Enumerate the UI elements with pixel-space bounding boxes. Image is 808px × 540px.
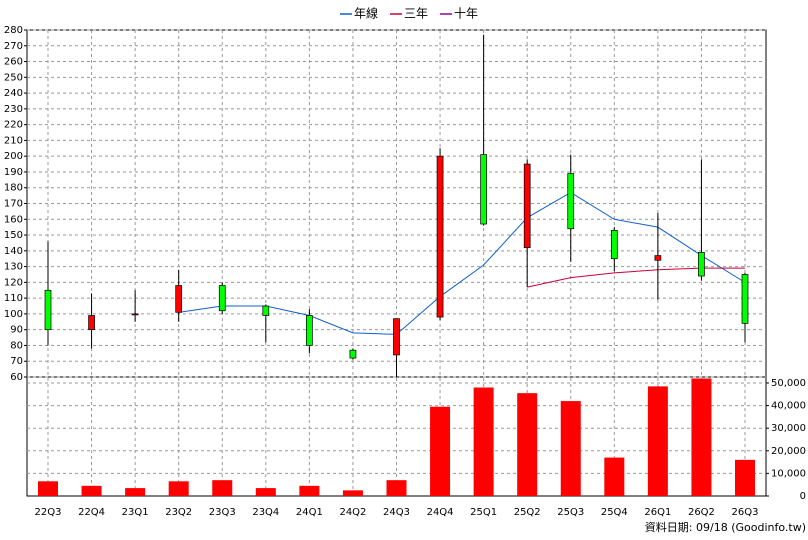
- footer: 資料日期: 09/18 (Goodinfo.tw): [645, 520, 806, 534]
- y-tick-label: 100: [4, 309, 23, 320]
- legend-label: 年線: [354, 6, 378, 21]
- volume-bar: [168, 481, 189, 496]
- legend-label: 十年: [454, 7, 478, 21]
- candle-body: [741, 274, 749, 324]
- line-series: [178, 191, 746, 335]
- y-tick-label: 180: [4, 183, 23, 194]
- x-tick-label: 25Q3: [557, 507, 584, 518]
- volume-bar: [81, 485, 102, 496]
- y-tick-label: 60: [10, 372, 23, 383]
- y2-tick-label: 50,000: [771, 378, 806, 389]
- candle-body: [567, 173, 575, 230]
- volume-bar: [647, 386, 668, 496]
- x-tick-label: 26Q3: [732, 507, 759, 518]
- y-tick-label: 270: [4, 41, 23, 52]
- y-tick-label: 170: [4, 199, 23, 210]
- y-tick-label: 240: [4, 88, 23, 99]
- candle-body: [262, 305, 270, 316]
- candle-body: [306, 315, 313, 346]
- y2-tick-label: 10,000: [771, 468, 806, 479]
- y-tick-label: 130: [4, 262, 23, 273]
- x-tick-label: 22Q4: [78, 507, 105, 518]
- x-tick-label: 24Q2: [339, 507, 366, 518]
- y-tick-label: 190: [4, 167, 23, 178]
- x-tick-label: 23Q4: [252, 507, 279, 518]
- y-tick-label: 70: [10, 356, 23, 367]
- y-tick-label: 260: [4, 57, 23, 68]
- y-tick-label: 90: [10, 325, 23, 336]
- candle-body: [480, 154, 487, 225]
- y-tick-label: 280: [4, 25, 23, 36]
- y2-tick-label: 30,000: [771, 423, 806, 434]
- candle-body: [698, 252, 705, 277]
- volume-bar: [38, 481, 58, 496]
- volume-bar: [342, 490, 363, 496]
- y2-tick-label: 40,000: [771, 401, 806, 412]
- candle-body: [393, 318, 400, 356]
- candle-body: [610, 229, 618, 260]
- volume-bar: [735, 459, 755, 496]
- y-tick-label: 160: [4, 214, 23, 225]
- y-tick-label: 200: [4, 151, 23, 162]
- candle-body: [44, 289, 52, 331]
- x-tick-label: 23Q2: [165, 507, 192, 518]
- y2-tick-label: 20,000: [771, 446, 806, 457]
- x-tick-label: 26Q2: [688, 507, 715, 518]
- y2-tick-label: 0: [800, 491, 806, 502]
- x-tick-label: 26Q1: [644, 507, 671, 518]
- legend-label: 三年: [404, 7, 428, 21]
- x-tick-label: 23Q3: [209, 507, 236, 518]
- volume-bar: [604, 457, 625, 496]
- y-tick-label: 150: [4, 230, 23, 241]
- y-tick-label: 110: [4, 293, 23, 304]
- x-tick-label: 23Q1: [122, 507, 149, 518]
- x-tick-label: 25Q4: [601, 507, 628, 518]
- volume-bar: [125, 488, 146, 496]
- volume-bar: [560, 401, 581, 496]
- x-tick-label: 24Q3: [383, 507, 410, 518]
- y-tick-label: 210: [4, 135, 23, 146]
- candle-body: [523, 163, 531, 249]
- candle-body: [349, 349, 357, 359]
- y-tick-label: 220: [4, 120, 23, 131]
- y-tick-label: 80: [10, 340, 23, 351]
- y-tick-label: 120: [4, 277, 23, 288]
- x-tick-label: 24Q1: [296, 507, 323, 518]
- volume-bar: [517, 393, 538, 496]
- volume-bar: [430, 406, 451, 496]
- x-tick-label: 24Q4: [427, 507, 454, 518]
- x-tick-label: 22Q3: [35, 507, 62, 518]
- volume-bar: [691, 378, 712, 496]
- y-tick-label: 140: [4, 246, 23, 257]
- volume-bar: [473, 387, 494, 496]
- y-tick-label: 250: [4, 72, 23, 83]
- y-tick-label: 230: [4, 104, 23, 115]
- volume-bar: [386, 480, 407, 496]
- volume-bar: [212, 480, 233, 496]
- x-tick-label: 25Q1: [470, 507, 497, 518]
- line-series: [527, 267, 745, 288]
- volume-bar: [299, 485, 320, 496]
- candle-body: [218, 285, 226, 312]
- candle-body: [88, 315, 95, 331]
- candle-body: [175, 285, 183, 313]
- volume-bar: [255, 488, 276, 496]
- x-tick-label: 25Q2: [514, 507, 541, 518]
- candle-body: [131, 313, 139, 316]
- candle-body: [654, 255, 662, 261]
- plot-frame: [26, 29, 767, 497]
- candle-body: [436, 155, 444, 318]
